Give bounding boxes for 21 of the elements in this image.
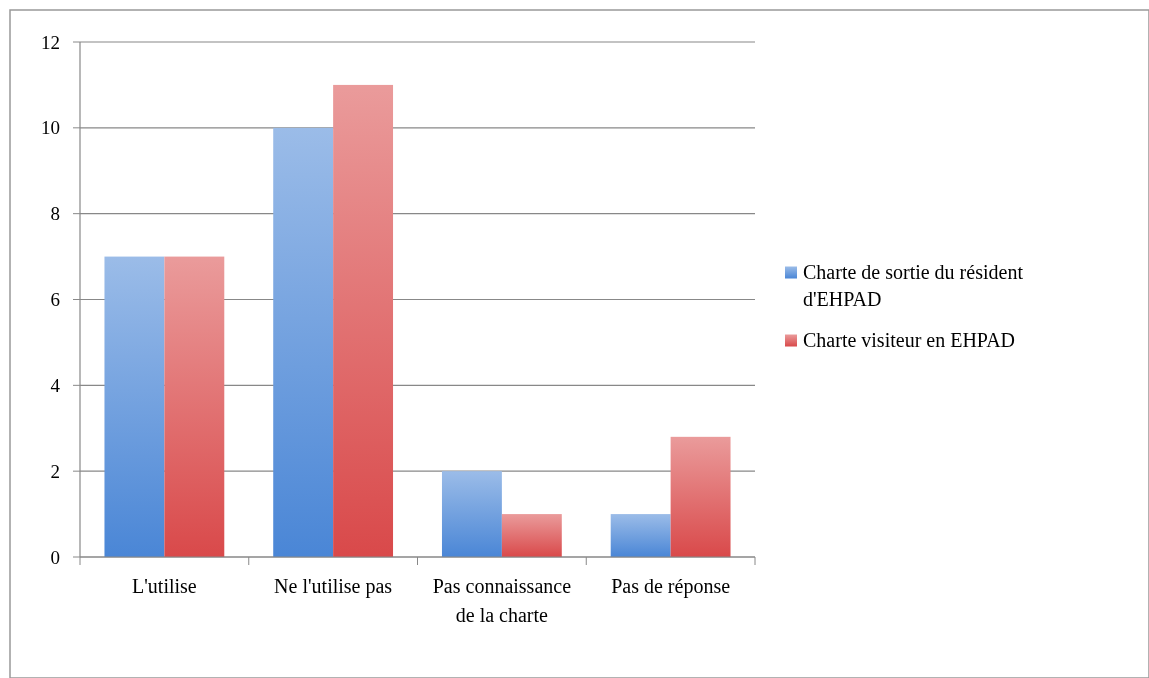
- legend-label: Charte visiteur en EHPAD: [803, 328, 1016, 351]
- y-tick-label: 10: [41, 117, 60, 139]
- bar: [104, 256, 165, 557]
- bar: [610, 514, 671, 557]
- legend-label: Charte de sortie du résident d'EHPAD: [803, 260, 1024, 310]
- bar: [164, 256, 225, 557]
- y-tick-label: 8: [50, 203, 60, 225]
- y-tick-label: 12: [41, 31, 60, 53]
- bar: [333, 84, 394, 557]
- bar: [670, 436, 731, 557]
- y-tick-label: 2: [50, 460, 60, 482]
- bar: [441, 471, 502, 557]
- x-tick-label: L'utilise: [132, 575, 197, 597]
- x-tick-label: Pas de réponse: [611, 575, 731, 598]
- y-tick-label: 0: [50, 546, 60, 568]
- bar: [273, 127, 334, 557]
- bar: [501, 514, 562, 557]
- y-tick-label: 4: [50, 374, 61, 396]
- y-tick-label: 6: [50, 289, 60, 311]
- x-tick-label: Ne l'utilise pas: [274, 575, 393, 598]
- x-tick-label: Pas connaissance de la charte: [432, 575, 572, 626]
